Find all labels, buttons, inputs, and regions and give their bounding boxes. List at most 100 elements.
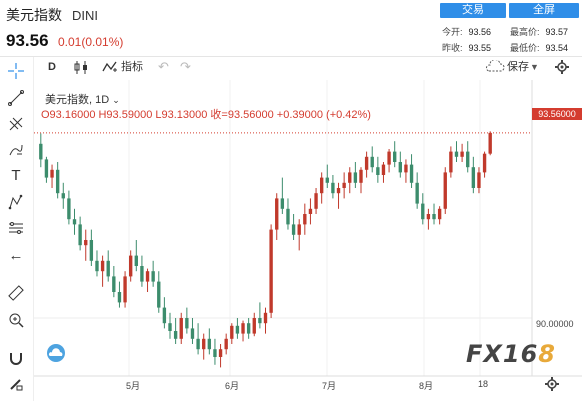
price-chart[interactable] (34, 80, 582, 401)
cloud-save-icon[interactable] (485, 58, 505, 78)
candle-body (44, 159, 49, 178)
candle-body (387, 151, 391, 165)
symbol-name: 美元指数 (6, 7, 62, 23)
candle-body (55, 169, 60, 194)
back-arrow-icon[interactable]: ← (8, 247, 24, 264)
candle-body (140, 266, 144, 282)
candle-body (190, 328, 195, 339)
candle-body (437, 208, 442, 220)
interval-selector[interactable]: D (48, 61, 56, 73)
candle-body (482, 153, 487, 173)
candle-body (218, 349, 223, 357)
candle-body (61, 193, 65, 199)
x-tick-label: 7月 (322, 381, 337, 391)
prediction-icon[interactable] (8, 220, 24, 236)
candle-body (117, 292, 122, 303)
stat-open: 今开: 93.56 (442, 27, 492, 37)
candle-body (331, 182, 335, 194)
candle-body (230, 325, 234, 339)
candle-body (376, 167, 380, 175)
candle-body (443, 172, 447, 209)
candle-body (454, 151, 459, 157)
price-change: 0.01(0.01%) (58, 35, 124, 49)
candle-body (162, 307, 167, 324)
x-tick-label: 5月 (126, 381, 141, 391)
candle-body (72, 219, 77, 225)
candle-body (319, 177, 324, 194)
candle-style-icon[interactable] (72, 60, 90, 80)
candle-body (421, 203, 425, 220)
candle-body (325, 177, 329, 183)
undo-icon[interactable]: ↶ (158, 59, 169, 74)
chart-settings-icon[interactable] (545, 377, 559, 396)
candle-body (426, 214, 431, 220)
candle-body (291, 224, 296, 235)
candle-body (364, 156, 369, 170)
candle-body (258, 318, 262, 324)
candle-body (100, 260, 105, 272)
candle-body (235, 325, 240, 334)
candle-body (50, 169, 54, 178)
indicators-button[interactable]: 指标 (121, 61, 143, 73)
pattern-icon[interactable] (8, 194, 24, 210)
ruler-icon[interactable] (8, 285, 24, 301)
candle-body (286, 208, 290, 225)
candle-body (39, 143, 43, 160)
symbol-title: 美元指数 DINI (6, 5, 98, 25)
candle-body (207, 338, 212, 350)
last-price-tag: 93.56000 (532, 108, 582, 120)
candle-body (252, 318, 256, 334)
candle-body (246, 323, 251, 334)
candle-body (95, 260, 99, 272)
candle-body (151, 271, 155, 282)
stat-prev-close: 昨收: 93.55 (442, 43, 492, 53)
trend-line-icon[interactable] (8, 90, 24, 106)
candle-body (359, 169, 363, 183)
candle-body (280, 198, 285, 209)
candle-body (123, 276, 127, 303)
crosshair-icon[interactable] (8, 63, 24, 79)
toolbar-divider (0, 56, 582, 57)
candle-body (263, 312, 268, 324)
candle-body (168, 323, 172, 331)
candle-body (84, 240, 88, 246)
candle-body (348, 172, 352, 183)
trade-button[interactable]: 交易 (440, 3, 506, 18)
candle-body (224, 338, 228, 350)
stat-low: 最低价: 93.54 (510, 43, 569, 53)
candle-body (157, 281, 161, 308)
candle-body (398, 162, 402, 173)
candle-body (336, 188, 341, 194)
indicators-icon[interactable] (102, 60, 118, 79)
candle-body (67, 198, 71, 220)
fullscreen-button[interactable]: 全屏 (509, 3, 579, 18)
candle-body (196, 338, 200, 350)
candle-body (404, 164, 408, 173)
candle-body (78, 224, 82, 246)
magnet-icon[interactable] (8, 350, 24, 366)
candle-body (179, 318, 183, 339)
settings-gear-icon[interactable] (555, 60, 569, 79)
chart-symbol-label[interactable]: 美元指数, 1D ⌄ (45, 94, 120, 106)
candle-body (213, 349, 217, 357)
text-tool-icon[interactable]: T (11, 167, 21, 184)
candle-body (353, 172, 358, 183)
lock-pencil-icon[interactable] (8, 376, 24, 392)
cloud-logo-icon[interactable] (44, 344, 68, 367)
zoom-icon[interactable] (8, 312, 24, 328)
candle-body (460, 151, 464, 157)
candle-body (488, 132, 492, 154)
candle-body (112, 276, 116, 292)
save-button[interactable]: 保存 (507, 61, 529, 73)
fib-tool-icon[interactable] (8, 116, 24, 132)
brush-icon[interactable] (8, 142, 24, 158)
x-tick-label: 8月 (419, 381, 434, 391)
candle-body (449, 151, 453, 173)
save-dropdown-icon[interactable]: ▼ (530, 62, 539, 72)
candle-body (415, 182, 419, 204)
candle-body (185, 318, 189, 329)
redo-icon[interactable]: ↷ (180, 59, 191, 74)
candle-body (477, 172, 481, 188)
candle-body (145, 271, 150, 282)
last-price: 93.56 (6, 31, 49, 50)
